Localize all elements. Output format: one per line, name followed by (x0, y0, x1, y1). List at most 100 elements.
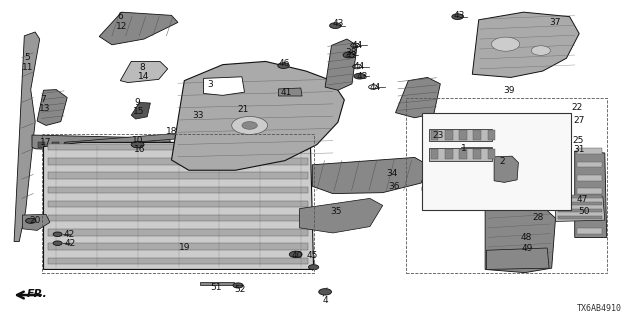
Bar (136, 142, 142, 148)
Bar (460, 149, 467, 159)
Circle shape (492, 37, 520, 51)
Polygon shape (494, 156, 518, 182)
Polygon shape (48, 158, 308, 164)
Polygon shape (120, 61, 168, 83)
Bar (66, 142, 72, 148)
Text: 42: 42 (65, 239, 76, 248)
Text: 14: 14 (138, 72, 150, 81)
Bar (422, 113, 571, 210)
Bar (94, 142, 100, 148)
Text: 31: 31 (573, 145, 585, 154)
Bar (577, 162, 602, 167)
Bar (558, 202, 602, 205)
Text: 20: 20 (29, 216, 41, 225)
Text: 25: 25 (572, 136, 584, 145)
Circle shape (531, 46, 550, 55)
Text: FR.: FR. (27, 289, 47, 299)
Text: 45: 45 (307, 251, 318, 260)
Polygon shape (396, 77, 440, 118)
Polygon shape (325, 39, 357, 90)
Text: 2: 2 (499, 157, 504, 166)
Bar (577, 228, 602, 234)
Text: 23: 23 (432, 132, 444, 140)
Circle shape (278, 63, 289, 68)
Text: 3: 3 (207, 80, 212, 89)
Bar (406, 98, 607, 273)
Text: 16: 16 (134, 145, 146, 154)
Polygon shape (48, 215, 308, 221)
Polygon shape (200, 282, 234, 285)
Text: 47: 47 (577, 196, 588, 204)
Bar (488, 130, 495, 140)
Polygon shape (44, 142, 314, 269)
Text: 28: 28 (532, 213, 543, 222)
Bar (488, 149, 495, 159)
Text: 34: 34 (387, 169, 398, 178)
Polygon shape (22, 214, 50, 230)
Polygon shape (37, 90, 67, 125)
Text: 13: 13 (39, 104, 51, 113)
Text: 43: 43 (454, 11, 465, 20)
Polygon shape (64, 134, 186, 147)
Polygon shape (485, 202, 556, 273)
Text: 8: 8 (140, 63, 145, 72)
Polygon shape (575, 151, 607, 237)
Polygon shape (48, 229, 308, 236)
Bar (558, 195, 602, 198)
Polygon shape (131, 102, 150, 119)
Text: 44: 44 (369, 84, 381, 92)
Bar (558, 209, 602, 212)
Text: 44: 44 (351, 41, 363, 50)
Polygon shape (172, 61, 344, 170)
Circle shape (26, 218, 36, 223)
Polygon shape (32, 135, 172, 151)
Bar (558, 216, 602, 219)
Bar (80, 142, 86, 148)
Bar (445, 149, 452, 159)
Text: 10: 10 (132, 136, 143, 145)
Text: 38: 38 (345, 48, 356, 57)
Text: 48: 48 (520, 233, 532, 242)
Polygon shape (278, 88, 302, 96)
Circle shape (452, 14, 463, 20)
Bar (431, 130, 438, 140)
Text: 52: 52 (234, 285, 246, 294)
Text: 12: 12 (116, 22, 127, 31)
Circle shape (354, 73, 365, 79)
Polygon shape (48, 201, 308, 207)
Bar (577, 175, 602, 181)
Polygon shape (14, 32, 40, 242)
Text: 5: 5 (25, 53, 30, 62)
Polygon shape (312, 157, 428, 194)
Text: 33: 33 (193, 111, 204, 120)
Text: 36: 36 (388, 182, 399, 191)
Text: 40: 40 (292, 251, 303, 260)
Polygon shape (204, 77, 244, 95)
Text: 11: 11 (22, 63, 34, 72)
Polygon shape (48, 258, 308, 264)
Bar (42, 134, 314, 273)
Text: 35: 35 (330, 207, 342, 216)
Polygon shape (300, 198, 383, 233)
Bar (577, 201, 602, 207)
Text: TX6AB4910: TX6AB4910 (577, 304, 622, 313)
Text: 44: 44 (353, 62, 365, 71)
Bar (460, 130, 467, 140)
Text: 42: 42 (63, 230, 75, 239)
Circle shape (343, 52, 355, 58)
Bar (431, 149, 438, 159)
Text: 46: 46 (278, 60, 290, 68)
Text: 17: 17 (40, 138, 52, 147)
Polygon shape (48, 172, 308, 179)
Text: 49: 49 (522, 244, 533, 253)
Polygon shape (48, 144, 308, 150)
Polygon shape (472, 12, 579, 77)
Bar (108, 142, 114, 148)
Bar (577, 215, 602, 220)
Bar (577, 148, 602, 154)
Polygon shape (429, 148, 492, 161)
Text: 15: 15 (133, 107, 145, 116)
Polygon shape (556, 196, 605, 221)
Bar (445, 130, 452, 140)
Polygon shape (429, 129, 492, 141)
